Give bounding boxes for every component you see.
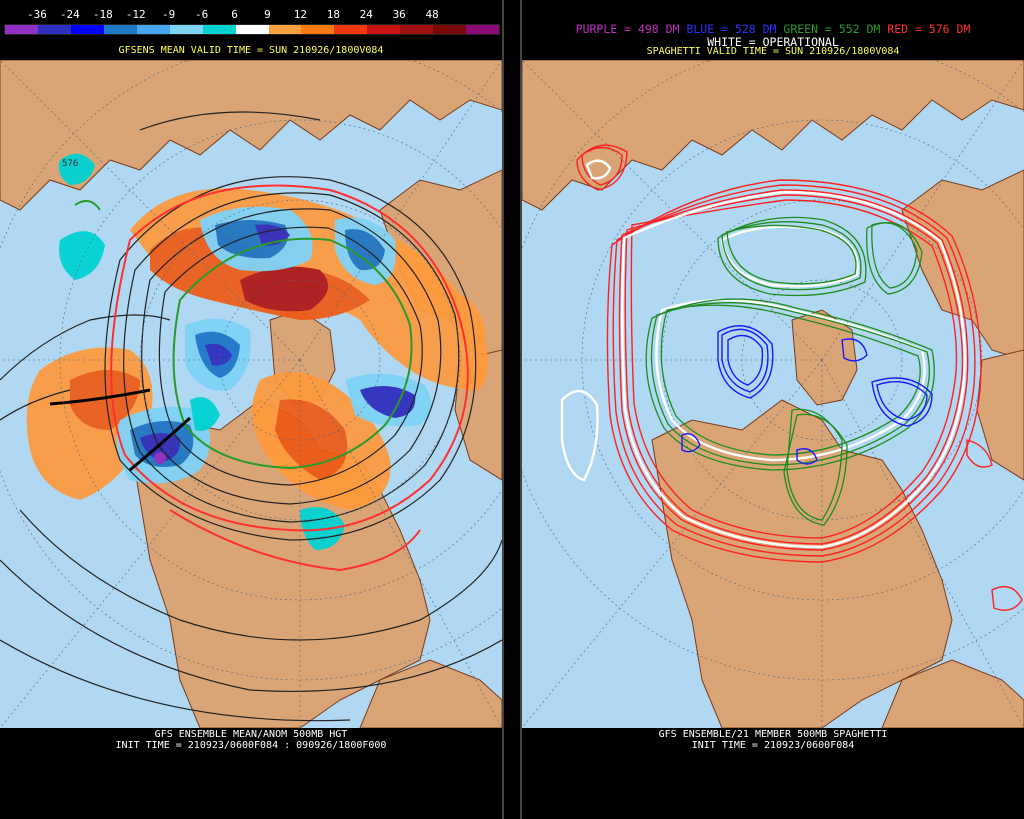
colorbar-swatch: [301, 25, 335, 34]
land-asia: [522, 60, 1024, 211]
colorbar-label: 9: [264, 8, 271, 21]
spaghetti-footer-title: GFS ENSEMBLE/21 MEMBER 500MB SPAGHETTI: [658, 729, 888, 740]
colorbar-swatch: [202, 25, 236, 34]
land-greenland: [791, 309, 858, 406]
colorbar-label: -24: [59, 8, 80, 21]
trough-axes: [49, 388, 192, 472]
contour-label: 576: [62, 159, 78, 169]
colorbar-label: 36: [392, 8, 406, 21]
anomaly-colorbar: -36 -24 -18 -12 -9 -6 6 9 12 18 24 36 48: [4, 8, 500, 36]
land-south-america: [359, 659, 502, 728]
height-contours: [0, 111, 502, 722]
mean-footer-title: GFS ENSEMBLE MEAN/ANOM 500MB HGT: [154, 729, 348, 740]
spaghetti-legend: PURPLE = 498 DM BLUE = 528 DM GREEN = 55…: [522, 22, 1024, 36]
colorbar-swatch: [466, 25, 500, 34]
colorbar-label: -9: [162, 8, 176, 21]
colorbar-swatch: [367, 25, 401, 34]
colorbar-swatch: [5, 25, 38, 34]
colorbar-label: 12: [293, 8, 308, 21]
colorbar-swatch: [235, 25, 269, 34]
colorbar-label: -12: [125, 8, 146, 21]
land-south-america: [881, 659, 1024, 728]
latlon-grid: [0, 60, 502, 728]
spaghetti-valid-time: SPAGHETTI VALID TIME = SUN 210926/1800V0…: [646, 46, 900, 57]
panel-divider: [502, 0, 522, 819]
key-contours: [74, 184, 469, 572]
green-552-contours: [645, 216, 935, 526]
colorbar-label: 48: [425, 8, 439, 21]
colorbar-swatch: [37, 25, 71, 34]
colorbar-swatch: [169, 25, 203, 34]
spaghetti-footer-init: INIT TIME = 210923/0600F084: [691, 740, 855, 751]
red-576-contours: [576, 144, 1023, 611]
mean-valid-time: GFSENS MEAN VALID TIME = SUN 210926/1800…: [118, 45, 384, 56]
colorbar-label: 6: [231, 8, 238, 21]
legend-blue: BLUE = 528 DM: [686, 22, 777, 36]
colorbar-label: -18: [92, 8, 113, 21]
colorbar-labels: -36 -24 -18 -12 -9 -6 6 9 12 18 24 36 48: [4, 8, 498, 22]
legend-purple: PURPLE = 498 DM: [575, 22, 680, 36]
colorbar-swatch: [268, 25, 302, 34]
land-africa: [976, 349, 1024, 481]
colorbar-label: -6: [194, 8, 209, 21]
colorbar-label: 18: [326, 8, 340, 21]
operational-contours: [560, 159, 966, 549]
colorbar-swatches: [4, 24, 500, 35]
blue-528-contours: [681, 325, 933, 465]
colorbar-label: -36: [26, 8, 47, 21]
colorbar-swatch: [136, 25, 170, 34]
land-north-america: [651, 399, 953, 728]
colorbar-swatch: [400, 25, 434, 34]
colorbar-label: 24: [359, 8, 373, 21]
land-asia: [0, 60, 502, 211]
colorbar-swatch: [70, 25, 104, 34]
colorbar-swatch: [334, 25, 368, 34]
ensemble-mean-panel: -36 -24 -18 -12 -9 -6 6 9 12 18 24 36 48 GFSENS MEAN…: [0, 0, 502, 819]
legend-green: GREEN = 552 DM: [783, 22, 881, 36]
mean-footer-init: INIT TIME = 210923/0600F084 : 090926/180…: [115, 740, 387, 751]
colorbar-swatch: [433, 25, 467, 34]
mean-anomaly-map: 576: [0, 60, 502, 728]
colorbar-swatch: [103, 25, 137, 34]
spaghetti-map: [522, 60, 1024, 728]
spaghetti-panel: PURPLE = 498 DM BLUE = 528 DM GREEN = 55…: [522, 0, 1024, 819]
legend-white: WHITE = OPERATIONAL: [707, 35, 839, 49]
legend-red: RED = 576 DM: [887, 22, 971, 36]
